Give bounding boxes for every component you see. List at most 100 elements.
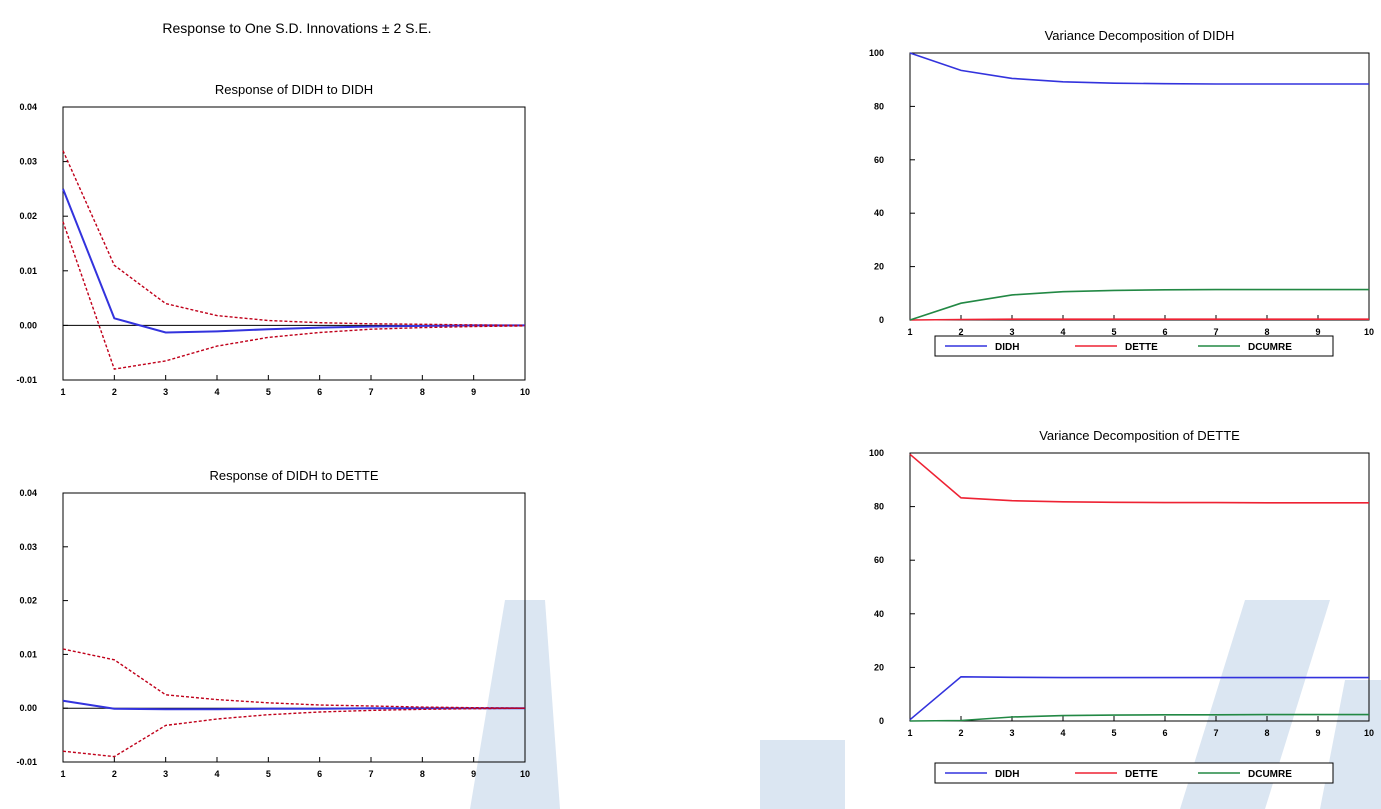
y-tick-label: 100 <box>869 48 884 58</box>
plot-frame <box>909 52 1370 321</box>
legend: DIDH DETTE DCUMRE <box>934 762 1334 784</box>
chart-vd-dette: Variance Decomposition of DETTE100806040… <box>869 428 1374 784</box>
upper-band-line <box>62 648 526 709</box>
y-tick-label: 40 <box>874 609 884 619</box>
x-tick-label: 9 <box>471 387 476 397</box>
y-tick-label: -0.01 <box>16 375 37 385</box>
x-tick-label: 8 <box>420 387 425 397</box>
x-tick-label: 7 <box>368 387 373 397</box>
x-tick-label: 10 <box>1364 728 1374 738</box>
y-tick-label: 0 <box>879 315 884 325</box>
response-line <box>62 699 525 711</box>
x-tick-label: 3 <box>1009 728 1014 738</box>
chart-title: Variance Decomposition of DETTE <box>1039 428 1240 443</box>
x-tick-label: 5 <box>266 387 271 397</box>
y-tick-label: 20 <box>874 262 884 272</box>
y-tick-label: 0.04 <box>19 488 37 498</box>
x-tick-label: 7 <box>1213 327 1218 337</box>
legend-label-didh: DIDH <box>995 342 1019 353</box>
x-tick-label: 3 <box>163 769 168 779</box>
y-tick-label: 80 <box>874 502 884 512</box>
x-tick-label: 3 <box>1009 327 1014 337</box>
x-tick-label: 1 <box>60 769 65 779</box>
x-tick-label: 5 <box>266 769 271 779</box>
x-tick-label: 7 <box>368 769 373 779</box>
series-line-dette <box>909 318 1369 321</box>
series-line-dcumre <box>909 288 1369 321</box>
y-tick-label: 0.03 <box>19 157 37 167</box>
chart-title: Response of DIDH to DIDH <box>215 82 373 97</box>
y-tick-label: -0.01 <box>16 757 37 767</box>
legend-label-dette: DETTE <box>1125 342 1158 353</box>
y-tick-label: 0 <box>879 716 884 726</box>
x-tick-label: 1 <box>907 327 912 337</box>
x-tick-label: 9 <box>471 769 476 779</box>
y-tick-label: 0.00 <box>19 703 37 713</box>
plot-frame <box>62 106 526 381</box>
legend-label-dcumre: DCUMRE <box>1248 769 1292 780</box>
y-tick-label: 100 <box>869 448 884 458</box>
x-tick-label: 6 <box>1162 728 1167 738</box>
upper-band-line <box>62 150 526 327</box>
y-tick-label: 0.02 <box>19 211 37 221</box>
x-tick-label: 1 <box>60 387 65 397</box>
x-tick-label: 5 <box>1111 728 1116 738</box>
response-line <box>62 188 525 334</box>
x-tick-label: 2 <box>112 387 117 397</box>
x-tick-label: 6 <box>317 769 322 779</box>
x-tick-label: 8 <box>1264 728 1269 738</box>
y-tick-label: 0.04 <box>19 102 37 112</box>
y-tick-label: 0.00 <box>19 320 37 330</box>
legend-box <box>934 335 1334 357</box>
plot-frame <box>62 492 526 763</box>
series-line-dcumre <box>909 713 1369 722</box>
x-tick-label: 8 <box>1264 327 1269 337</box>
x-tick-label: 10 <box>520 769 530 779</box>
x-tick-label: 6 <box>317 387 322 397</box>
legend-label-didh: DIDH <box>995 769 1019 780</box>
x-tick-label: 7 <box>1213 728 1218 738</box>
legend-label-dette: DETTE <box>1125 769 1158 780</box>
x-tick-label: 8 <box>420 769 425 779</box>
legend-box <box>934 762 1334 784</box>
plots-layer: Response of DIDH to DIDH 0.04 0.03 0.02 0.01… <box>16 28 1374 784</box>
x-tick-label: 10 <box>1364 327 1374 337</box>
x-tick-label: 9 <box>1315 327 1320 337</box>
y-tick-label: 0.03 <box>19 542 37 552</box>
main-title: Response to One S.D. Innovations ± 2 S.E… <box>162 20 431 36</box>
x-tick-label: 3 <box>163 387 168 397</box>
series-line-dette <box>909 453 1369 504</box>
x-tick-label: 9 <box>1315 728 1320 738</box>
x-tick-label: 1 <box>907 728 912 738</box>
series-line-didh <box>909 52 1369 85</box>
y-tick-label: 80 <box>874 101 884 111</box>
legend: DIDH DETTE DCUMRE <box>934 335 1334 357</box>
chart-vd-didh: Variance Decomposition of DIDH1008060402… <box>869 28 1374 357</box>
y-tick-label: 60 <box>874 155 884 165</box>
y-tick-label: 0.02 <box>19 596 37 606</box>
chart-title: Response of DIDH to DETTE <box>209 468 378 483</box>
y-tick-label: 0.01 <box>19 266 37 276</box>
chart-title: Variance Decomposition of DIDH <box>1045 28 1235 43</box>
x-tick-label: 10 <box>520 387 530 397</box>
legend-label-dcumre: DCUMRE <box>1248 342 1292 353</box>
lower-band-line <box>62 221 526 370</box>
y-tick-label: 0.01 <box>19 649 37 659</box>
x-tick-label: 4 <box>214 769 219 779</box>
x-tick-label: 2 <box>958 327 963 337</box>
chart-irf-didh-didh: Response of DIDH to DIDH 0.04 0.03 0.02 0.01… <box>16 82 530 397</box>
x-tick-label: 4 <box>1060 327 1065 337</box>
lower-band-line <box>62 707 526 758</box>
x-tick-label: 4 <box>1060 728 1065 738</box>
x-tick-label: 6 <box>1162 327 1167 337</box>
y-tick-label: 20 <box>874 662 884 672</box>
y-tick-label: 40 <box>874 208 884 218</box>
watermark <box>470 600 1381 809</box>
x-tick-label: 4 <box>214 387 219 397</box>
chart-irf-didh-dette: Response of DIDH to DETTE 0.04 0.03 0.02 0.0… <box>16 468 530 779</box>
series-line-didh <box>909 675 1369 721</box>
x-tick-label: 5 <box>1111 327 1116 337</box>
x-tick-label: 2 <box>958 728 963 738</box>
plot-frame <box>909 452 1370 722</box>
